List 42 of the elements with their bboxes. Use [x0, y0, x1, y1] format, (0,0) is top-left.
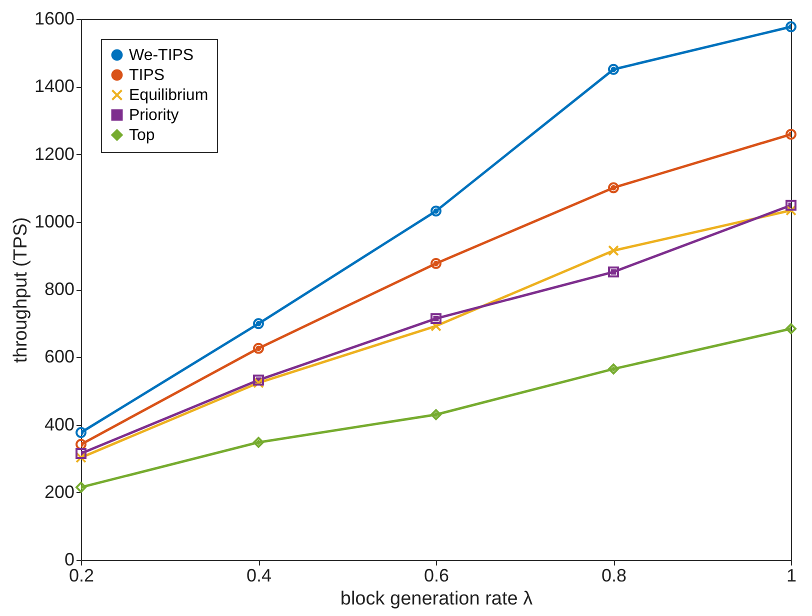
point [430, 313, 442, 324]
legend-label: We-TIPS [129, 47, 194, 64]
x-tick-label: 1 [786, 566, 797, 586]
point [608, 182, 619, 194]
x-tick-label: 0.6 [424, 566, 450, 586]
y-tick-label: 1400 [34, 76, 74, 96]
point [786, 323, 796, 334]
y-tick-label: 1200 [34, 144, 74, 164]
point [430, 409, 442, 420]
point [76, 452, 86, 464]
x-tick-label: 0.8 [601, 566, 627, 586]
legend-label: Top [129, 127, 155, 144]
point [608, 64, 619, 75]
x-tick-label: 0.4 [246, 566, 272, 586]
point [253, 318, 264, 330]
point [786, 128, 796, 140]
point [786, 204, 796, 216]
y-tick-label: 200 [44, 482, 74, 502]
point [253, 436, 264, 448]
y-tick-label: 1000 [34, 211, 74, 232]
point [253, 377, 264, 388]
y-tick-label: 400 [44, 414, 74, 434]
point [76, 482, 86, 493]
point [76, 427, 86, 438]
x-axis-title: block generation rate λ [340, 588, 534, 610]
y-tick-label: 600 [44, 346, 74, 367]
point [608, 363, 619, 374]
legend-label: Priority [129, 107, 179, 124]
point [786, 21, 796, 32]
point [430, 320, 442, 332]
legend-label: TIPS [129, 67, 165, 84]
point [430, 258, 442, 269]
y-tick-label: 1600 [34, 8, 74, 28]
point [608, 245, 619, 256]
y-axis-title: throughput (TPS) [10, 217, 32, 363]
point [786, 200, 796, 211]
y-tick-label: 800 [44, 279, 74, 299]
point [253, 342, 264, 354]
point [608, 266, 619, 278]
legend-label: Equilibrium [129, 87, 208, 104]
point [430, 206, 442, 217]
point [76, 448, 86, 459]
